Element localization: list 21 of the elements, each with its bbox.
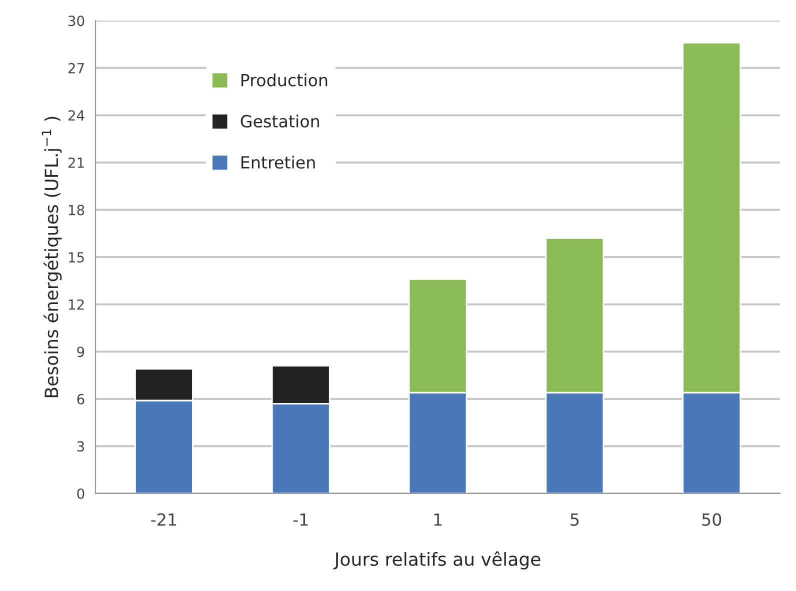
x-tick-label: 5 <box>570 513 579 526</box>
y-tick-label: 24 <box>68 110 84 121</box>
y-tick-label: 3 <box>77 441 84 452</box>
x-tick-label: 50 <box>702 513 722 526</box>
y-tick-label: 27 <box>68 62 84 74</box>
y-tick-label: 0 <box>77 488 84 499</box>
x-tick-label: -21 <box>151 513 176 526</box>
legend-label: Gestation <box>240 114 319 128</box>
y-tick-label: 12 <box>68 299 84 310</box>
y-axis-title: Besoins énergétiques (UFL.j$^{−1}$ ) <box>42 116 62 398</box>
x-tick-label: 1 <box>434 513 442 526</box>
y-tick-label: 18 <box>68 204 84 216</box>
y-tick-label: 21 <box>68 157 84 168</box>
x-axis-title: Jours relatifs au vêlage <box>333 551 540 570</box>
x-tick-label: -1 <box>293 513 308 526</box>
y-tick-label: 15 <box>68 252 84 263</box>
legend-label: Production <box>242 74 328 86</box>
y-tick-label: 30 <box>68 16 84 26</box>
y-tick-label: 6 <box>77 394 84 404</box>
y-tick-label: 9 <box>77 346 84 358</box>
legend-label: Entretien <box>242 156 315 169</box>
